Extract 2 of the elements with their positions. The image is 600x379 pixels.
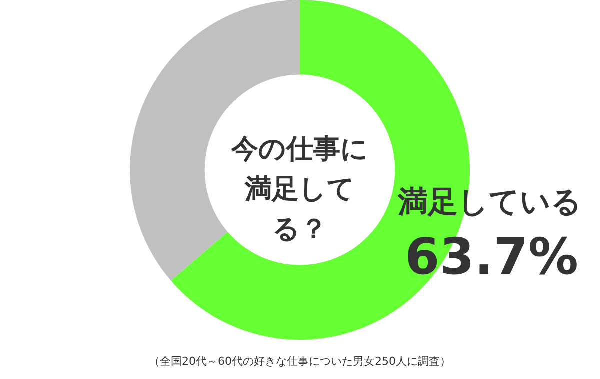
text: 今の仕事に満足してる？: [231, 133, 369, 247]
text: （全国20代～60代の好きな仕事についた男女250人に調査）: [148, 354, 452, 369]
